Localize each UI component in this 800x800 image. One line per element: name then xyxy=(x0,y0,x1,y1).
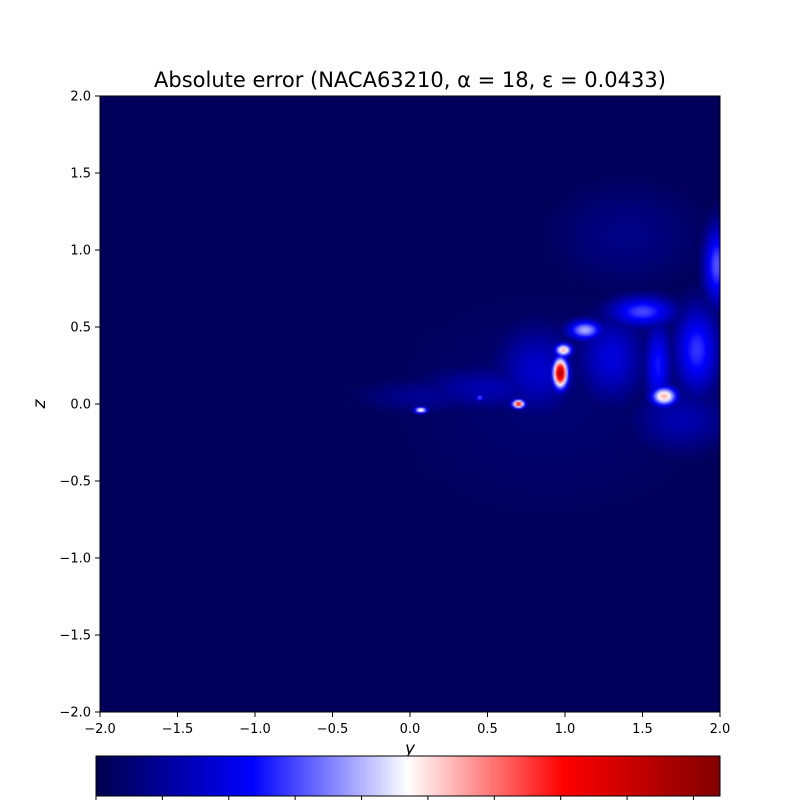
x-tick-label: 0.5 xyxy=(477,722,498,737)
x-tick-label: 2.0 xyxy=(710,722,731,737)
y-axis-label: z xyxy=(30,398,50,409)
x-tick-label: −1.0 xyxy=(239,722,271,737)
colorbar-gradient xyxy=(95,755,721,797)
y-tick-label: 1.5 xyxy=(70,167,91,182)
colorbar xyxy=(95,755,721,800)
x-axis: −2.0 −1.5 −1.0 −0.5 0.0 0.5 1.0 1.5 2.0 xyxy=(84,712,730,737)
x-tick-label: 0.0 xyxy=(400,722,421,737)
x-tick-label: 1.5 xyxy=(632,722,653,737)
y-tick-label: −1.0 xyxy=(59,552,91,567)
y-tick-label: −1.5 xyxy=(59,629,91,644)
y-tick-label: 0.5 xyxy=(70,321,91,336)
x-tick-label: −0.5 xyxy=(317,722,349,737)
y-tick-label: −2.0 xyxy=(59,706,91,721)
x-tick-label: 1.0 xyxy=(555,722,576,737)
colorbar-ticks xyxy=(95,796,694,800)
y-axis: −2.0 −1.5 −1.0 −0.5 0.0 0.5 1.0 1.5 2.0 xyxy=(59,90,100,721)
x-axis-label: y xyxy=(404,739,416,759)
y-tick-label: −0.5 xyxy=(59,475,91,490)
chart-title: Absolute error (NACA63210, α = 18, ε = 0… xyxy=(154,68,666,92)
heatmap-field xyxy=(100,96,720,712)
x-tick-label: −2.0 xyxy=(84,722,116,737)
y-tick-label: 1.0 xyxy=(70,244,91,259)
x-tick-label: −1.5 xyxy=(162,722,194,737)
y-tick-label: 2.0 xyxy=(70,90,91,105)
y-tick-label: 0.0 xyxy=(70,398,91,413)
heatmap-image xyxy=(100,96,720,712)
